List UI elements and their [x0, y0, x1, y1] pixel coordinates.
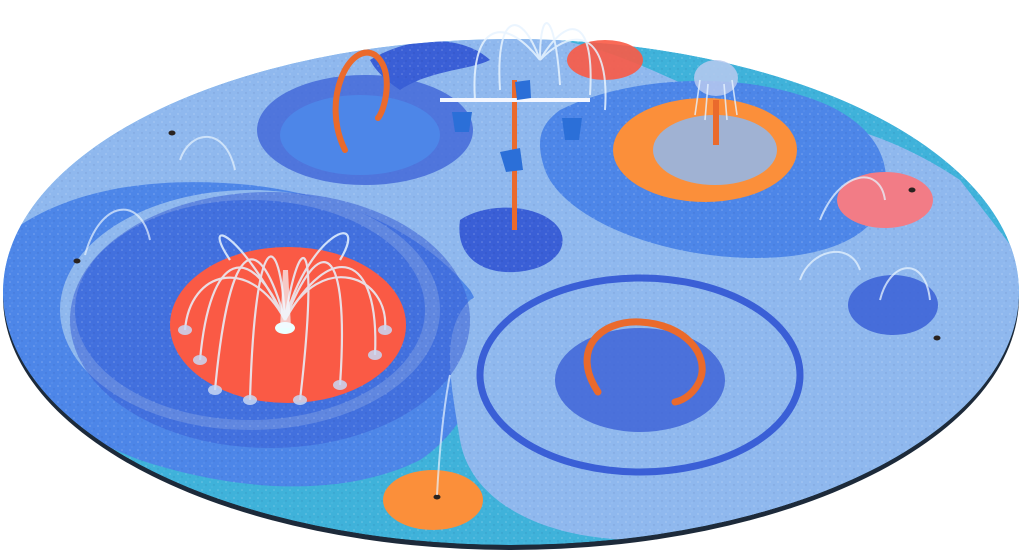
- drain-icon: [908, 187, 916, 193]
- mushroom-cap: [694, 60, 738, 96]
- orange-hoop-lower: [583, 318, 706, 406]
- mushroom-pole: [713, 100, 719, 145]
- orange-patch-bottom: [383, 470, 483, 530]
- bottom-jet: [436, 374, 451, 496]
- spinner-crossbar: [440, 98, 590, 102]
- orange-hoop-top-left: [332, 49, 390, 153]
- bucket-icon: [515, 80, 531, 100]
- orange-ring-inner: [653, 115, 777, 185]
- lower-ring-inner: [555, 328, 725, 432]
- bucket-icon: [562, 118, 582, 140]
- deep-patch-right: [848, 275, 938, 335]
- ring-zone-top-left-inner: [280, 95, 440, 175]
- drain-icon: [168, 130, 176, 136]
- drain-icon: [933, 335, 941, 341]
- arc-jets-left: [84, 135, 236, 256]
- center-jet-spout: [280, 270, 291, 328]
- drain-icon: [73, 258, 81, 264]
- bucket-spinner: [440, 80, 590, 230]
- fountain-nozzles-left: [178, 325, 392, 405]
- floor-drains: [73, 130, 941, 500]
- mushroom-spray: [694, 79, 738, 121]
- bucket-icon: [452, 112, 472, 132]
- lower-ring-outer: [476, 274, 804, 476]
- drain-icon: [433, 494, 441, 500]
- dome-fountain-top: [473, 22, 607, 111]
- coral-patch-top: [567, 40, 643, 80]
- bucket-icon: [500, 148, 523, 172]
- arc-jets-right: [799, 176, 931, 301]
